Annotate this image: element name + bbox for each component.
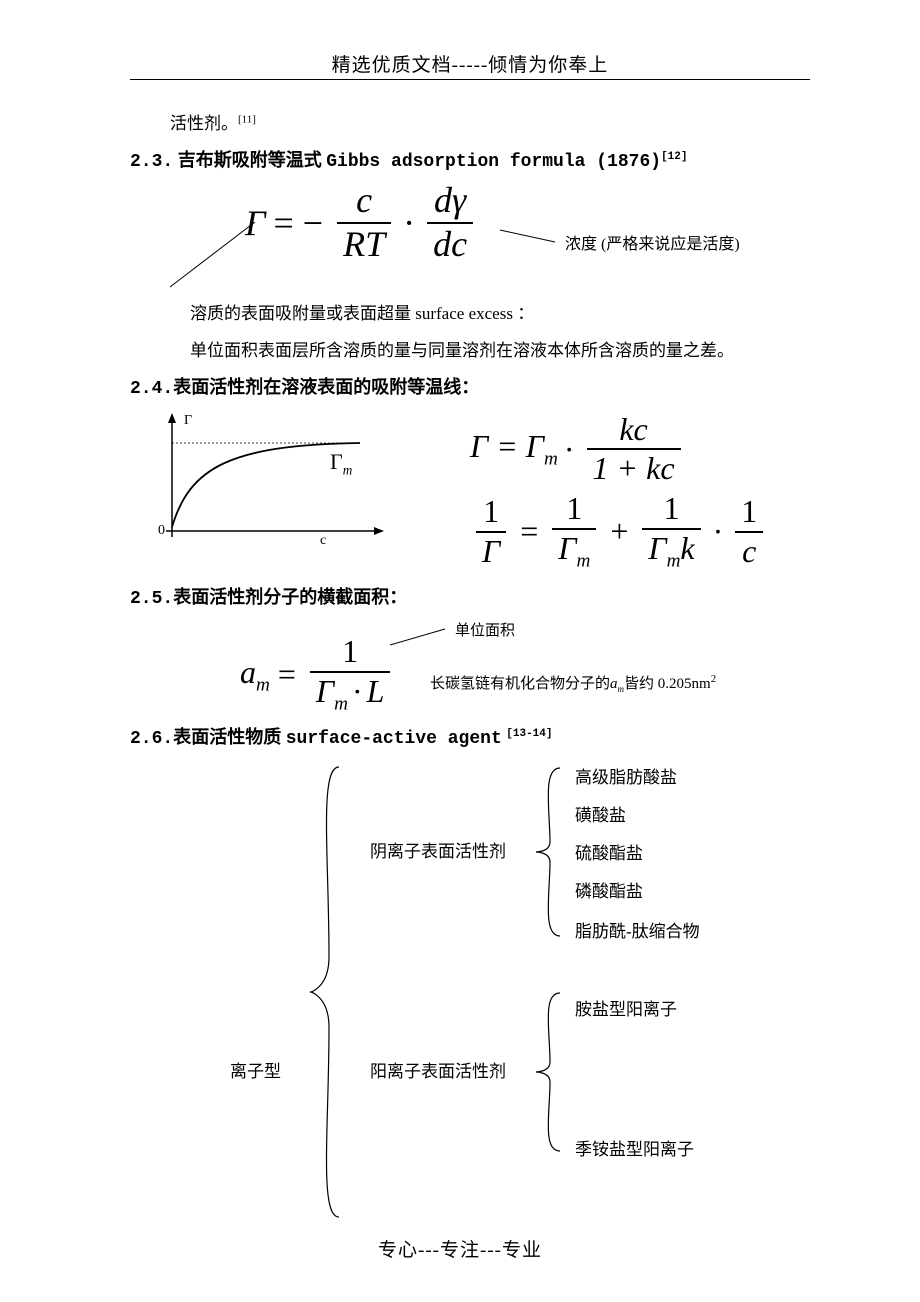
am-num: 1	[336, 635, 364, 669]
am-eq-sign: =	[278, 656, 296, 693]
eq-dot: ·	[403, 202, 415, 244]
gibbs-equation: Γ = − c RT · dγ dc	[245, 182, 479, 264]
eq2-l: 1Γ	[476, 495, 506, 568]
chart-ylab: Γ	[184, 413, 192, 429]
heading-2-4: 2.4.表面活性剂在溶液表面的吸附等温线：	[130, 373, 810, 399]
frac2-num: dγ	[428, 182, 472, 220]
eq2-a: 1 Γm	[552, 492, 596, 571]
leaf1-2: 硫酸酯盐	[575, 839, 643, 864]
eq-2-4-stack: Γ = Γm · kc 1 + kc 1Γ = 1 Γm +	[470, 407, 769, 577]
pointer-right	[500, 226, 560, 246]
eq1-lhs: Γ = Γm	[470, 428, 558, 470]
formula-2-5: am = 1 Γm·L 单位面积 长碳氢链有机化合物分子的am皆约 0.205n…	[130, 617, 810, 717]
adsorption-chart: Γ 0 c Γm	[130, 407, 410, 557]
eq-langmuir: Γ = Γm · kc 1 + kc	[470, 413, 769, 486]
eq2-c: 1c	[735, 495, 763, 568]
brace-level1	[305, 757, 345, 1227]
eq1-dot: ·	[564, 431, 575, 468]
am-frac: 1 Γm·L	[310, 635, 391, 714]
leaf2-0: 胺盐型阳离子	[575, 995, 677, 1020]
h26-en: surface-active agent	[286, 729, 502, 749]
chart-gm-sub: m	[343, 462, 353, 477]
h24-title: 表面活性剂在溶液表面的吸附等温线：	[173, 377, 479, 397]
eq1-num: kc	[613, 413, 653, 447]
tree-mid-cationic: 阳离子表面活性剂	[370, 1057, 506, 1082]
am-equation: am = 1 Γm·L	[240, 635, 396, 714]
am-den: Γm·L	[310, 675, 391, 715]
tree-mid-anionic: 阴离子表面活性剂	[370, 837, 506, 862]
h25-title: 表面活性剂分子的横截面积：	[173, 587, 407, 607]
heading-2-6: 2.6.表面活性物质 surface-active agent [13-14]	[130, 723, 810, 749]
eq2-eq: =	[520, 513, 538, 550]
page-header: 精选优质文档-----倾情为你奉上	[130, 50, 810, 77]
classification-tree: 离子型 阴离子表面活性剂 高级脂肪酸盐 磺酸盐 硫酸酯盐 磷酸酯盐 脂肪酰-肽缩…	[130, 757, 810, 1227]
page-footer: 专心---专注---专业	[0, 1235, 920, 1262]
leaf1-3: 磷酸酯盐	[575, 877, 643, 902]
eq2-dot: ·	[713, 513, 724, 550]
h24-num: 2.4.	[130, 379, 173, 399]
brace-cationic	[530, 987, 565, 1157]
intro-ref: [11]	[238, 113, 256, 125]
desc-surface-excess-1: 溶质的表面吸附量或表面超量 surface excess ：	[190, 298, 810, 330]
chart-gamma-m: Γm	[330, 449, 352, 478]
frac1-den: RT	[337, 226, 391, 264]
frac1-num: c	[350, 182, 378, 220]
h23-cn: 吉布斯吸附等温式	[178, 150, 322, 170]
heading-2-5: 2.5.表面活性剂分子的横截面积：	[130, 583, 810, 609]
eq1-den: 1 + kc	[587, 452, 681, 486]
frac-c-rt: c RT	[337, 182, 391, 264]
note-unit-area: 单位面积	[455, 619, 515, 640]
header-rule	[130, 79, 810, 80]
frac-dg-dc: dγ dc	[427, 182, 473, 264]
desc-surface-excess-2: 单位面积表面层所含溶质的量与同量溶剂在溶液本体所含溶质的量之差。	[190, 335, 810, 367]
tree-root: 离子型	[230, 1057, 281, 1082]
intro-line: 活性剂。[11]	[170, 108, 810, 140]
am-lhs: am	[240, 654, 270, 696]
eq1-frac: kc 1 + kc	[587, 413, 681, 486]
brace-anionic	[530, 762, 565, 942]
frac2-den: dc	[427, 226, 473, 264]
leaf2-1: 季铵盐型阳离子	[575, 1135, 694, 1160]
leaf1-0: 高级脂肪酸盐	[575, 763, 677, 788]
eq2-plus: +	[610, 513, 628, 550]
h26-cn: 表面活性物质	[173, 727, 281, 747]
chart-gm: Γ	[330, 449, 343, 474]
eq2-b: 1 Γmk	[642, 492, 700, 571]
eq-equals-neg: = −	[273, 202, 323, 244]
leaf1-4: 脂肪酰-肽缩合物	[575, 917, 700, 942]
h23-num: 2.3.	[130, 152, 173, 172]
h26-ref: [13-14]	[506, 728, 552, 740]
eq-linear: 1Γ = 1 Γm + 1 Γmk · 1c	[470, 492, 769, 571]
pointer-left	[170, 222, 260, 292]
intro-text: 活性剂。	[170, 114, 238, 133]
annot-concentration: 浓度 (严格来说应是活度)	[565, 230, 740, 254]
row-2-4: Γ 0 c Γm Γ = Γm · kc 1 + kc 1Γ =	[130, 407, 810, 577]
heading-2-3: 2.3. 吉布斯吸附等温式 Gibbs adsorption formula (…	[130, 146, 810, 172]
gibbs-formula-block: Γ = − c RT · dγ dc 浓度 (严格来说应是活度)	[130, 182, 810, 292]
chart-xlab: c	[320, 533, 326, 549]
h23-en: Gibbs adsorption formula (1876)	[326, 152, 661, 172]
note-am-value: 长碳氢链有机化合物分子的am皆约 0.205nm2	[430, 672, 716, 694]
leaf1-1: 磺酸盐	[575, 801, 626, 826]
chart-origin: 0	[158, 523, 165, 539]
h23-ref: [12]	[661, 151, 687, 163]
chart-svg	[130, 407, 410, 557]
h25-num: 2.5.	[130, 589, 173, 609]
h26-num: 2.6.	[130, 729, 173, 749]
pointer-unit-area	[390, 627, 450, 647]
